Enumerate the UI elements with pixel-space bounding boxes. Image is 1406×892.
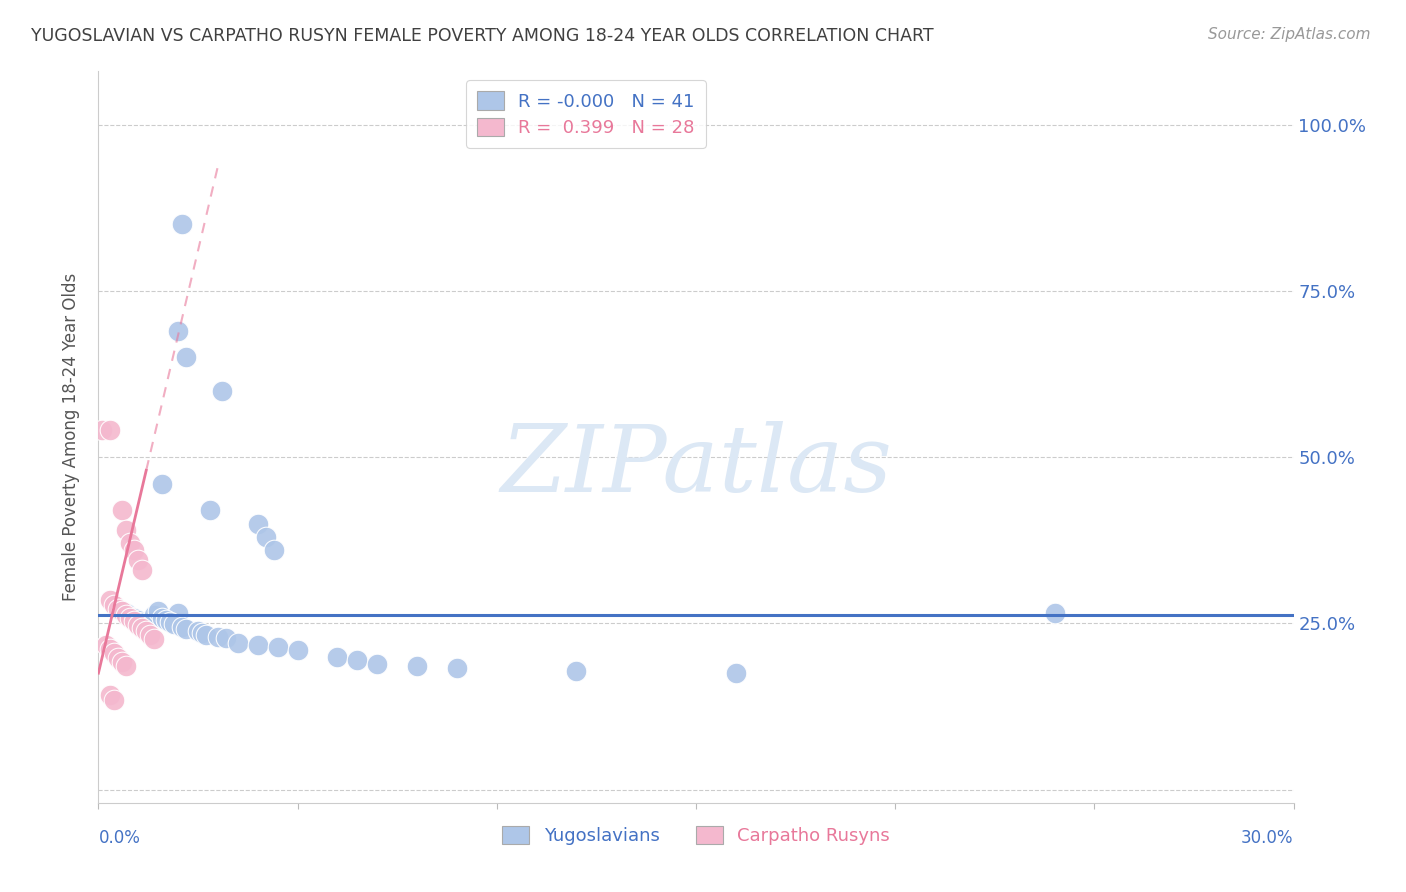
Point	[111, 655, 134, 669]
Point	[143, 608, 166, 623]
Point	[107, 601, 129, 615]
Point	[565, 664, 588, 678]
Point	[111, 503, 134, 517]
Point	[143, 632, 166, 646]
Point	[115, 659, 138, 673]
Point	[174, 351, 197, 365]
Point	[346, 653, 368, 667]
Point	[131, 563, 153, 577]
Point	[103, 646, 125, 660]
Point	[103, 598, 125, 612]
Point	[167, 607, 190, 621]
Point	[150, 611, 173, 625]
Point	[155, 613, 177, 627]
Point	[148, 604, 170, 618]
Point	[115, 523, 138, 537]
Point	[446, 661, 468, 675]
Point	[115, 607, 138, 621]
Text: 30.0%: 30.0%	[1241, 829, 1294, 847]
Point	[246, 638, 269, 652]
Text: YUGOSLAVIAN VS CARPATHO RUSYN FEMALE POVERTY AMONG 18-24 YEAR OLDS CORRELATION C: YUGOSLAVIAN VS CARPATHO RUSYN FEMALE POV…	[31, 27, 934, 45]
Legend: Yugoslavians, Carpatho Rusyns: Yugoslavians, Carpatho Rusyns	[495, 819, 897, 852]
Point	[226, 636, 249, 650]
Y-axis label: Female Poverty Among 18-24 Year Olds: Female Poverty Among 18-24 Year Olds	[62, 273, 80, 601]
Point	[103, 692, 125, 706]
Point	[724, 666, 747, 681]
Point	[172, 217, 194, 231]
Point	[120, 609, 142, 624]
Point	[124, 543, 146, 558]
Point	[98, 593, 122, 607]
Point	[127, 553, 149, 567]
Point	[167, 324, 190, 338]
Point	[267, 640, 290, 654]
Text: Source: ZipAtlas.com: Source: ZipAtlas.com	[1208, 27, 1371, 42]
Point	[163, 616, 186, 631]
Point	[326, 649, 349, 664]
Point	[135, 616, 157, 631]
Point	[215, 631, 238, 645]
Point	[115, 608, 138, 623]
Point	[195, 628, 218, 642]
Point	[263, 543, 285, 558]
Text: 0.0%: 0.0%	[98, 829, 141, 847]
Point	[172, 619, 194, 633]
Point	[127, 617, 149, 632]
Point	[127, 613, 149, 627]
Point	[131, 615, 153, 629]
Point	[246, 516, 269, 531]
Point	[98, 641, 122, 656]
Point	[98, 688, 122, 702]
Point	[120, 536, 142, 550]
Point	[174, 622, 197, 636]
Point	[120, 611, 142, 625]
Point	[150, 476, 173, 491]
Point	[111, 604, 134, 618]
Point	[406, 659, 429, 673]
Point	[207, 630, 229, 644]
Point	[139, 628, 162, 642]
Point	[287, 643, 309, 657]
Point	[198, 503, 221, 517]
Point	[131, 621, 153, 635]
Point	[159, 615, 181, 629]
Point	[191, 626, 214, 640]
Point	[124, 611, 146, 625]
Point	[124, 614, 146, 628]
Point	[96, 638, 118, 652]
Point	[107, 650, 129, 665]
Point	[135, 624, 157, 639]
Point	[366, 657, 388, 672]
Point	[211, 384, 233, 398]
Point	[98, 424, 122, 438]
Point	[91, 424, 114, 438]
Text: ZIPatlas: ZIPatlas	[501, 421, 891, 511]
Point	[1043, 607, 1066, 621]
Point	[254, 530, 277, 544]
Point	[187, 624, 209, 639]
